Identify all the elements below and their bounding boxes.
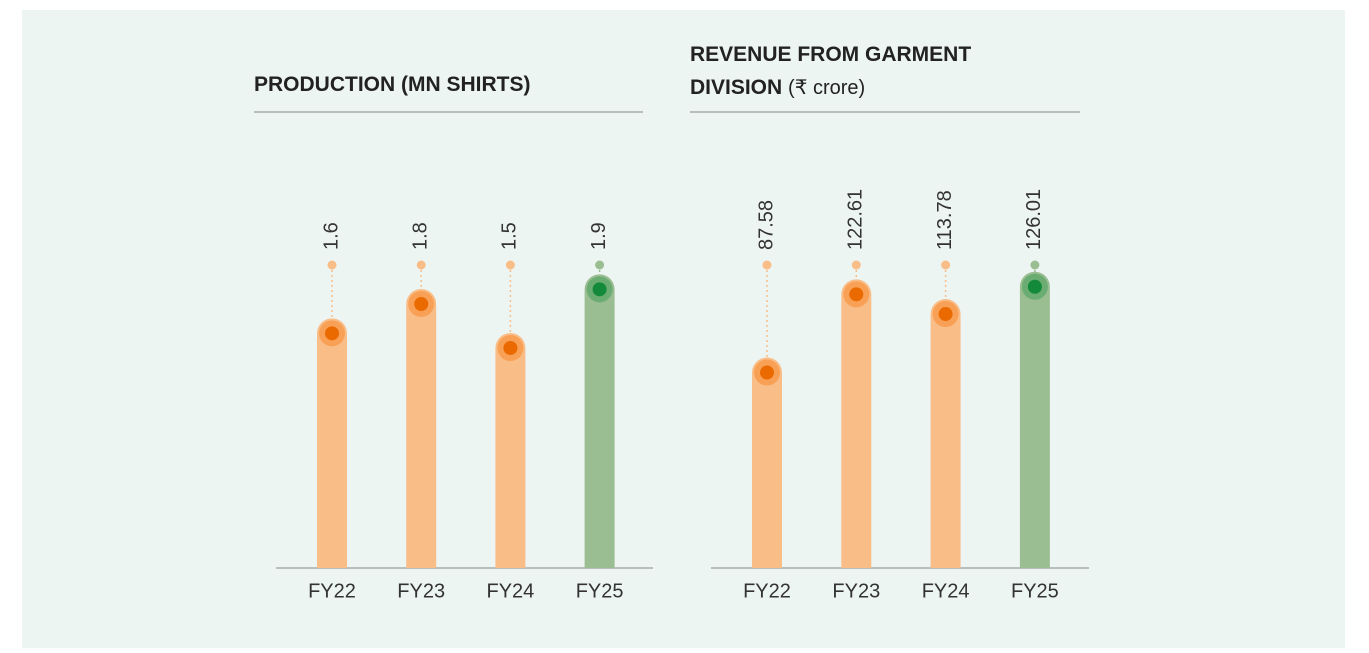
title-box: REVENUE FROM GARMENT DIVISION (₹ crore) xyxy=(690,38,1030,105)
leader-dot xyxy=(851,260,861,270)
marker xyxy=(849,287,864,302)
bar xyxy=(584,274,615,568)
value-label: 1.9 xyxy=(588,222,610,250)
bar xyxy=(1019,271,1050,568)
value-label: 1.8 xyxy=(409,222,431,250)
value-label: 113.78 xyxy=(934,190,956,250)
bar xyxy=(495,333,526,568)
marker xyxy=(1027,279,1042,294)
leader-dot xyxy=(416,260,426,270)
x-tick-label: FY25 xyxy=(1011,580,1059,602)
value-label: 1.5 xyxy=(499,222,521,250)
bar xyxy=(841,279,872,568)
bar xyxy=(930,299,961,568)
leader-dot xyxy=(505,260,515,270)
leader-dot xyxy=(595,260,605,270)
x-tick-label: FY25 xyxy=(576,580,624,602)
x-tick-label: FY24 xyxy=(486,580,534,602)
title-text: REVENUE FROM GARMENT DIVISION xyxy=(690,43,972,99)
x-tick-label: FY23 xyxy=(832,580,880,602)
leader-dot xyxy=(1030,260,1040,270)
marker xyxy=(325,326,339,341)
marker xyxy=(760,365,774,380)
x-tick-label: FY23 xyxy=(397,580,445,602)
marker xyxy=(592,282,607,297)
leader-dot xyxy=(327,260,337,270)
bar xyxy=(752,357,782,568)
leader-dot xyxy=(941,260,951,270)
x-tick-label: FY22 xyxy=(308,580,356,602)
bar xyxy=(406,289,437,568)
x-tick-label: FY22 xyxy=(743,580,791,602)
value-label: 126.01 xyxy=(1023,189,1045,250)
bar xyxy=(317,318,347,568)
value-label: 1.6 xyxy=(320,222,342,250)
x-tick-label: FY24 xyxy=(922,580,970,602)
chart-title: REVENUE FROM GARMENT DIVISION (₹ crore) xyxy=(690,38,1030,105)
panel xyxy=(22,10,1345,648)
value-label: 87.58 xyxy=(755,200,777,250)
unit: (₹ crore) xyxy=(788,77,866,99)
marker xyxy=(414,297,429,311)
marker xyxy=(938,307,953,322)
value-label: 122.61 xyxy=(845,189,867,250)
marker xyxy=(503,341,518,355)
leader-dot xyxy=(762,260,772,270)
chart-title: PRODUCTION (MN SHIRTS) xyxy=(254,73,531,96)
title-box: PRODUCTION (MN SHIRTS) xyxy=(254,73,531,96)
